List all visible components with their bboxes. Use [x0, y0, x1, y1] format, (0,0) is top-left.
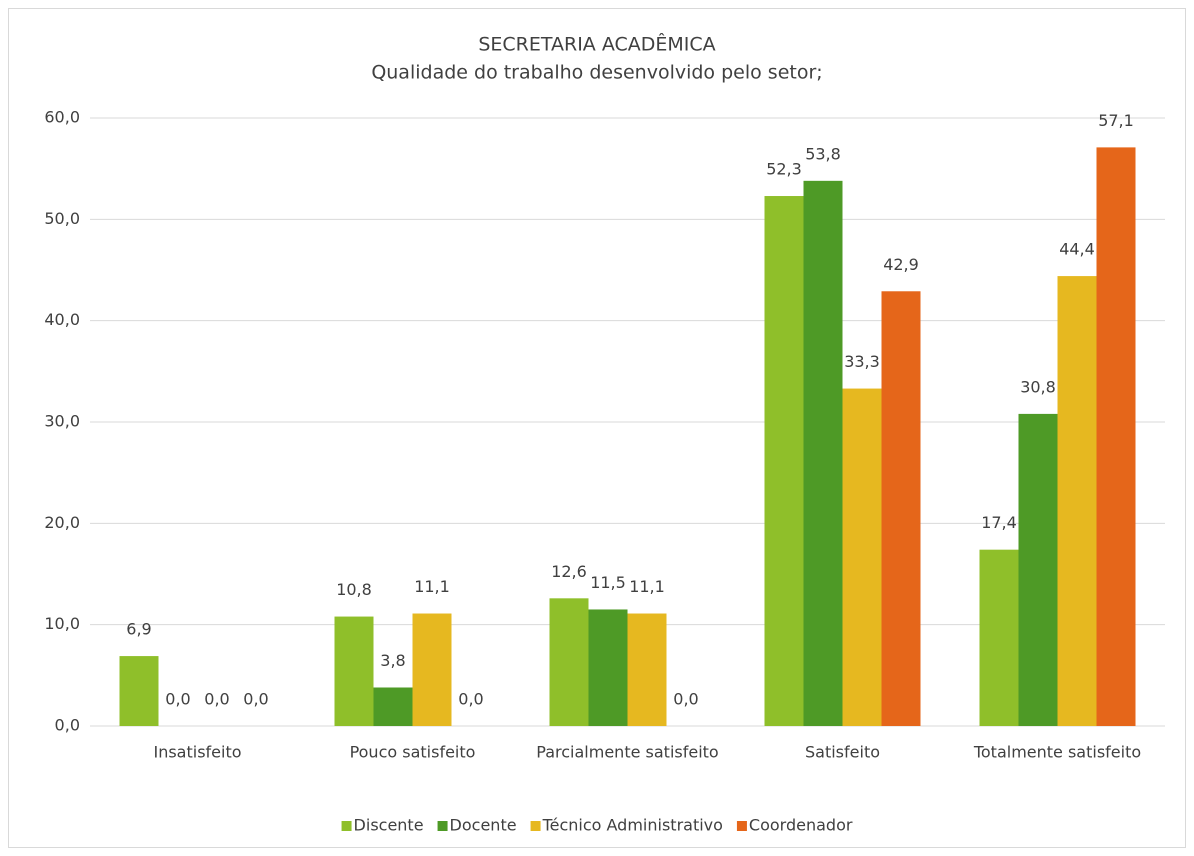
- x-tick-label: Insatisfeito: [153, 743, 241, 762]
- data-label: 0,0: [165, 690, 190, 709]
- data-label: 30,8: [1020, 377, 1056, 396]
- bar: [588, 609, 628, 726]
- data-label: 0,0: [458, 690, 483, 709]
- x-tick-label: Totalmente satisfeito: [973, 743, 1141, 762]
- data-label: 44,4: [1059, 240, 1095, 259]
- data-label: 0,0: [243, 690, 268, 709]
- data-label: 17,4: [981, 513, 1017, 532]
- x-tick-label: Parcialmente satisfeito: [536, 743, 718, 762]
- x-tick-label: Satisfeito: [805, 743, 880, 762]
- data-label: 52,3: [766, 160, 802, 179]
- bar: [412, 613, 452, 726]
- bar: [627, 613, 667, 726]
- chart-title: SECRETARIA ACADÊMICA: [478, 33, 715, 56]
- data-label: 53,8: [805, 144, 841, 163]
- y-tick-label: 30,0: [44, 412, 80, 431]
- bar: [549, 598, 589, 726]
- y-tick-label: 0,0: [55, 716, 80, 735]
- data-label: 57,1: [1098, 111, 1134, 130]
- bar: [1057, 276, 1097, 726]
- y-tick-label: 50,0: [44, 209, 80, 228]
- legend-swatch: [341, 821, 352, 831]
- y-tick-label: 20,0: [44, 513, 80, 532]
- data-label: 12,6: [551, 562, 587, 581]
- data-label: 42,9: [883, 255, 919, 274]
- bar: [803, 180, 843, 726]
- data-label: 11,5: [590, 573, 626, 592]
- bar: [842, 388, 882, 726]
- bar: [764, 196, 804, 726]
- data-label: 11,1: [414, 577, 450, 596]
- bar: [373, 687, 413, 726]
- x-tick-label: Pouco satisfeito: [350, 743, 476, 762]
- data-label: 33,3: [844, 352, 880, 371]
- legend-swatch: [530, 821, 541, 831]
- legend-label: Docente: [450, 816, 517, 835]
- data-label: 0,0: [204, 690, 229, 709]
- legend-label: Coordenador: [749, 816, 853, 835]
- data-label: 0,0: [673, 690, 698, 709]
- data-label: 6,9: [126, 620, 151, 639]
- legend-label: Técnico Administrativo: [542, 816, 723, 835]
- legend-label: Discente: [354, 816, 424, 835]
- y-tick-label: 40,0: [44, 310, 80, 329]
- chart-subtitle: Qualidade do trabalho desenvolvido pelo …: [371, 62, 822, 84]
- bar: [979, 549, 1019, 726]
- legend-swatch: [437, 821, 448, 831]
- bar: [334, 616, 374, 726]
- data-label: 10,8: [336, 580, 372, 599]
- data-label: 3,8: [380, 651, 405, 670]
- bar: [119, 656, 159, 726]
- legend-swatch: [736, 821, 747, 831]
- y-tick-label: 60,0: [44, 108, 80, 127]
- bar: [1018, 413, 1058, 726]
- y-tick-label: 10,0: [44, 614, 80, 633]
- bar: [1096, 147, 1136, 727]
- data-label: 11,1: [629, 577, 665, 596]
- bar: [881, 291, 921, 726]
